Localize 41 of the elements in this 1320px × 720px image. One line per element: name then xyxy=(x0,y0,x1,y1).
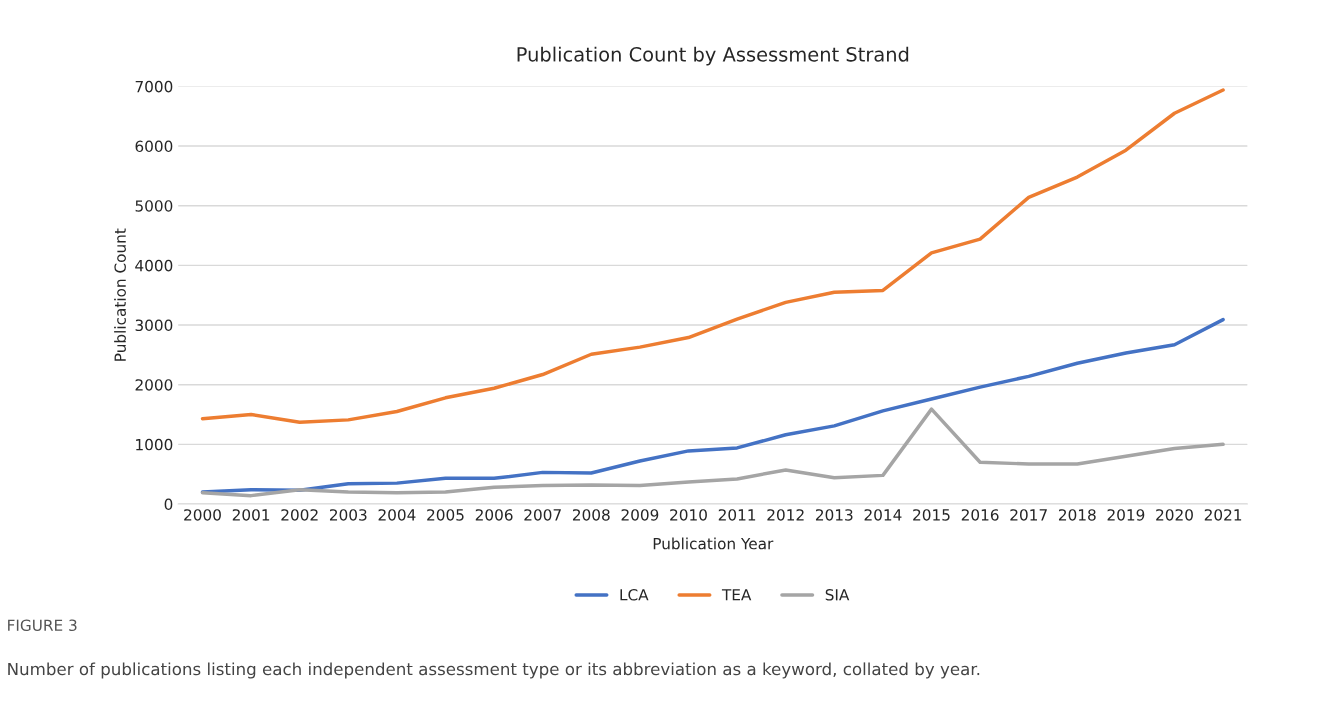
line-series xyxy=(200,407,1225,498)
x-tick-label: 2017 xyxy=(1010,509,1047,521)
x-axis-title: Publication Year xyxy=(653,537,774,550)
x-tick-label: 2007 xyxy=(524,509,561,521)
x-tick-label: 2013 xyxy=(815,509,853,521)
x-tick-label: 2006 xyxy=(475,509,513,521)
legend-label: SIA xyxy=(825,589,850,601)
x-tick-label: 2008 xyxy=(572,509,610,521)
x-tick-label: 2001 xyxy=(232,509,270,521)
y-axis-title: Publication Count xyxy=(114,228,126,361)
legend-label: LCA xyxy=(620,589,649,601)
y-tick-label: 4000 xyxy=(135,259,173,272)
x-tick-label: 2016 xyxy=(961,509,999,521)
y-tick-label: 1000 xyxy=(136,438,173,451)
chart-title: Publication Count by Assessment Strand xyxy=(517,46,909,66)
x-tick-label: 2002 xyxy=(281,509,318,521)
x-tick-label: 2000 xyxy=(184,509,221,521)
x-tick-label: 2015 xyxy=(913,509,950,521)
caption: FIGURE 3 xyxy=(8,619,77,632)
legend-label: TEA xyxy=(721,589,752,601)
x-tick-label: 2018 xyxy=(1058,509,1096,521)
y-tick-label: 6000 xyxy=(135,140,173,153)
x-tick-label: 2003 xyxy=(329,509,367,521)
x-tick-label: 2004 xyxy=(378,509,416,521)
x-tick-label: 2012 xyxy=(767,509,804,521)
y-tick-label: 3000 xyxy=(135,319,173,332)
x-tick-label: 2019 xyxy=(1107,509,1145,521)
x-tick-label: 2020 xyxy=(1156,509,1193,521)
x-tick-label: 2005 xyxy=(427,509,464,521)
y-tick-label: 0 xyxy=(164,498,173,511)
y-tick-label: 2000 xyxy=(135,379,173,391)
x-tick-label: 2021 xyxy=(1204,509,1242,521)
x-tick-label: 2009 xyxy=(621,509,659,521)
y-tick-label: 7000 xyxy=(135,80,173,93)
x-tick-label: 2010 xyxy=(670,509,707,521)
x-tick-label: 2011 xyxy=(718,509,756,521)
x-tick-label: 2014 xyxy=(864,509,902,521)
y-tick-label: 5000 xyxy=(135,200,173,212)
line-series xyxy=(200,317,1225,494)
text: Number of publications listing each independent assessment type or its abbreviation as a keyword, collated by year. xyxy=(8,662,980,679)
line-series xyxy=(200,88,1225,425)
